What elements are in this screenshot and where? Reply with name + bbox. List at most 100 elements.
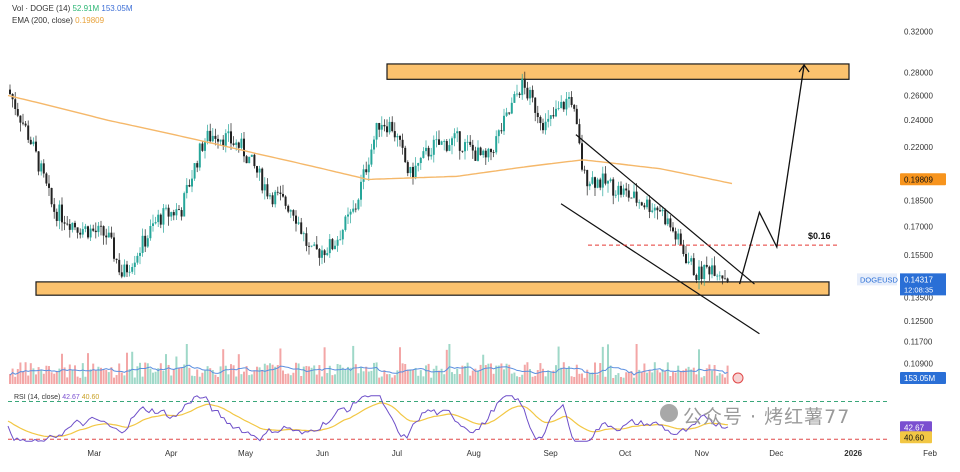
candle-body [466,141,469,143]
candle-body [430,154,433,157]
volume-bar [9,374,11,384]
candle-body [711,265,713,275]
volume-bar [698,349,700,384]
volume-bar [724,377,726,384]
rsi-badge-text: 42.67 [904,423,925,432]
volume-bar [24,362,27,384]
volume-bar [79,377,82,384]
volume-bar [716,375,719,384]
volume-bar [107,372,110,384]
candle-body [167,207,170,217]
candle-body [289,210,292,212]
candle-body [336,239,339,246]
volume-bar [81,363,84,384]
candle-body [81,228,84,235]
candle-body [549,115,552,119]
volume-bar [154,371,157,384]
candle-body [105,235,108,238]
volume-bar [308,366,310,384]
candle-body [682,244,685,254]
volume-bar [471,370,474,384]
volume-bar [292,372,295,384]
candle-body [521,78,524,96]
volume-bar [661,369,664,384]
volume-bar [357,373,360,384]
volume-bar [284,373,287,384]
candle-body [453,133,456,139]
volume-bar [209,368,212,384]
volume-bar [269,363,271,384]
volume-bar [679,370,682,384]
candle-body [643,205,646,208]
volume-bar [406,369,409,384]
candle-body [440,141,443,145]
candle-body [110,232,113,238]
volume-bar [451,372,453,384]
support-zone [35,281,830,296]
volume-bar [100,367,102,384]
volume-bar [419,370,422,384]
candle-body [323,250,326,256]
volume-bar [27,375,30,384]
volume-bar [430,377,433,384]
volume-bar [552,370,555,384]
volume-bar [713,365,716,384]
volume-bar [74,365,76,384]
candle-body [497,130,500,137]
volume-bar [409,369,412,384]
volume-bar [258,367,261,384]
volume-bar [230,364,232,384]
volume-bar [388,374,391,384]
volume-bar [607,344,609,384]
volume-bar [289,375,292,384]
volume-bar [375,362,378,384]
candle-body [201,143,204,151]
volume-bar [201,372,204,384]
ema-legend-label: EMA (200, close) [12,16,73,25]
candle-body [227,131,230,134]
candle-body [279,192,282,194]
candle-body [331,239,334,250]
volume-bar [66,377,69,384]
volume-bar [490,363,492,384]
candle-body [542,123,544,131]
candle-body [500,130,503,132]
volume-bar [118,363,121,384]
candle-body [334,245,336,250]
volume-bar [211,370,214,384]
candle-body [352,208,355,212]
volume-bar [287,373,290,384]
volume-bar [542,368,544,384]
volume-bar [261,369,264,384]
volume-bar [206,366,209,384]
candle-body [341,229,344,240]
volume-bar [87,353,89,384]
volume-bar [245,366,248,384]
candle-body [180,210,183,217]
candle-body [495,136,498,153]
price-tick-label: 0.32000 [904,27,933,36]
candle-body [505,112,508,116]
candle-body [102,226,105,236]
candle-body [349,211,352,215]
volume-bar [586,369,589,384]
volume-bar [708,364,711,384]
volume-bar [370,370,373,384]
candle-body [378,123,381,130]
candle-body [37,151,40,172]
candle-body [609,179,612,182]
candle-body [669,218,672,228]
candle-body [698,266,700,281]
candle-body [276,191,279,193]
volume-bar [508,364,511,384]
volume-bar [219,366,222,384]
candle-body [152,223,154,226]
candle-body [300,222,303,234]
price-axis: 0.32000 0.28000 0.26000 0.24000 0.22000 0.185… [904,27,933,368]
volume-bar [427,363,430,384]
volume-bar [362,371,365,384]
volume-bar [438,370,440,384]
candle-body [588,183,591,187]
candle-body [620,185,622,195]
candle-body [248,156,251,164]
